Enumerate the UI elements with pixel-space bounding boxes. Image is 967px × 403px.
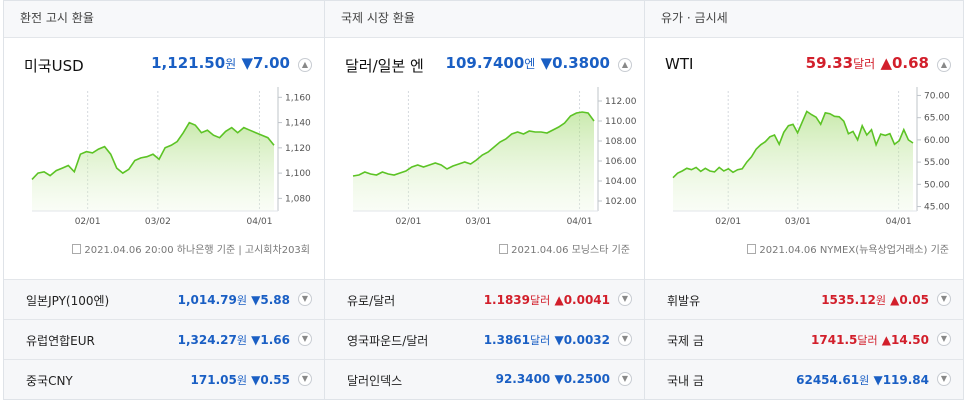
y-tick-label: 45.00 [924, 203, 950, 213]
rate-row-eur[interactable]: 유럽연합EUR 1,324.27원 ▼1.66 ▼ [4, 319, 324, 359]
usdjpy-chart: 02/01 03/01 04/01 112.00 110.00 108.00 106.00 1… [352, 87, 637, 227]
main-rate[interactable]: WTI 59.33달러 ▲0.68 ▲ [665, 53, 951, 79]
main-rate-price: 59.33달러 ▲0.68 [805, 54, 929, 72]
chevron-down-icon[interactable]: ▼ [937, 332, 951, 346]
rate-row-value: 171.05원 ▼0.55 [190, 373, 290, 387]
area-fill [673, 111, 913, 211]
chevron-up-icon[interactable]: ▲ [937, 58, 951, 72]
rate-row-domestic-gold[interactable]: 국내 금 62454.61원 ▼119.84 ▼ [645, 359, 963, 399]
x-tick-label: 04/01 [886, 217, 912, 227]
chevron-down-icon[interactable]: ▼ [937, 292, 951, 306]
y-tick-label: 1,120 [285, 144, 311, 154]
main-rate[interactable]: 달러/일본 엔 109.7400엔 ▼0.3800 ▲ [345, 53, 632, 79]
main-rate-name[interactable]: WTI [665, 55, 694, 73]
panel-title[interactable]: 유가 · 금시세 [645, 1, 963, 38]
y-tick-label: 55.00 [924, 158, 950, 168]
x-tick-label: 02/01 [75, 217, 101, 227]
rate-row-value: 1741.5달러 ▲14.50 [811, 333, 929, 347]
x-tick-label: 02/01 [395, 217, 421, 227]
rate-row-value: 1,014.79원 ▼5.88 [177, 293, 290, 307]
y-tick-label: 110.00 [605, 117, 637, 127]
rate-row-name: 영국파운드/달러 [347, 334, 429, 348]
rate-row-gasoline[interactable]: 휘발유 1535.12원 ▲0.05 ▼ [645, 279, 963, 319]
y-tick-label: 106.00 [605, 157, 637, 167]
y-tick-label: 60.00 [924, 136, 950, 146]
rate-row-gbpusd[interactable]: 영국파운드/달러 1.3861달러 ▼0.0032 ▼ [325, 319, 644, 359]
rate-row-dxy[interactable]: 달러인덱스 92.3400 ▼0.2500 ▼ [325, 359, 644, 399]
y-tick-label: 1,100 [285, 169, 311, 179]
series-line [672, 110, 914, 179]
rate-row-value: 92.3400 ▼0.2500 [495, 372, 610, 386]
chevron-down-icon[interactable]: ▼ [298, 372, 312, 386]
rate-row-name: 유럽연합EUR [26, 334, 95, 348]
chevron-up-icon[interactable]: ▲ [618, 58, 632, 72]
rate-row-cny[interactable]: 중국CNY 171.05원 ▼0.55 ▼ [4, 359, 324, 399]
y-tick-label: 104.00 [605, 177, 637, 187]
main-rate[interactable]: 미국USD 1,121.50원 ▼7.00 ▲ [24, 53, 312, 79]
x-tick-label: 03/01 [785, 217, 811, 227]
y-tick-label: 65.00 [924, 114, 950, 124]
y-tick-label: 70.00 [924, 91, 950, 101]
x-tick-label: 03/02 [145, 217, 171, 227]
intl-market-panel: 국제 시장 환율 달러/일본 엔 109.7400엔 ▼0.3800 ▲ 02/… [324, 0, 645, 400]
usd-chart: 02/01 03/02 04/01 1,160 1,140 1,120 1,100 1,080 [31, 87, 311, 227]
oil-gold-panel: 유가 · 금시세 WTI 59.33달러 ▲0.68 ▲ 02/01 03/01 0… [644, 0, 964, 400]
y-tick-label: 1,160 [285, 93, 311, 103]
y-tick-label: 1,140 [285, 119, 311, 129]
chevron-down-icon[interactable]: ▼ [937, 372, 951, 386]
rate-row-name: 휘발유 [667, 294, 701, 308]
chevron-down-icon[interactable]: ▼ [618, 372, 632, 386]
panel-title[interactable]: 국제 시장 환율 [325, 1, 644, 38]
chevron-down-icon[interactable]: ▼ [618, 332, 632, 346]
rate-row-value: 1,324.27원 ▼1.66 [177, 333, 290, 347]
rate-row-name: 국제 금 [667, 334, 704, 348]
rate-row-eurusd[interactable]: 유로/달러 1.1839달러 ▲0.0041 ▼ [325, 279, 644, 319]
y-tick-label: 1,080 [285, 194, 311, 204]
document-icon [72, 244, 82, 254]
y-tick-label: 108.00 [605, 137, 637, 147]
rate-row-jpy[interactable]: 일본JPY(100엔) 1,014.79원 ▼5.88 ▼ [4, 279, 324, 319]
main-rate-name[interactable]: 달러/일본 엔 [345, 57, 424, 75]
chevron-down-icon[interactable]: ▼ [618, 292, 632, 306]
source-text: 2021.04.06 모닝스타 기준 [499, 241, 630, 256]
x-tick-label: 04/01 [567, 217, 593, 227]
rate-row-name: 중국CNY [26, 374, 73, 388]
x-tick-label: 03/01 [465, 217, 491, 227]
rate-row-value: 1535.12원 ▲0.05 [821, 293, 929, 307]
document-icon [499, 244, 509, 254]
source-text: 2021.04.06 20:00 하나은행 기준 | 고시회차203회 [72, 241, 310, 256]
area-fill [353, 112, 594, 211]
rate-row-value: 62454.61원 ▼119.84 [796, 373, 929, 387]
x-tick-label: 02/01 [715, 217, 741, 227]
exchange-notice-panel: 환전 고시 환율 미국USD 1,121.50원 ▼7.00 ▲ 02/01 03… [3, 0, 325, 400]
source-text: 2021.04.06 NYMEX(뉴욕상업거래소) 기준 [747, 241, 949, 256]
main-rate-price: 109.7400엔 ▼0.3800 [445, 54, 610, 72]
chevron-down-icon[interactable]: ▼ [298, 332, 312, 346]
document-icon [747, 244, 757, 254]
series-line [31, 121, 275, 180]
rate-row-intl-gold[interactable]: 국제 금 1741.5달러 ▲14.50 ▼ [645, 319, 963, 359]
panel-title[interactable]: 환전 고시 환율 [4, 1, 324, 38]
rate-row-value: 1.1839달러 ▲0.0041 [483, 293, 610, 307]
chevron-down-icon[interactable]: ▼ [298, 292, 312, 306]
rate-row-name: 일본JPY(100엔) [26, 294, 110, 308]
series-line [352, 111, 595, 177]
main-rate-name[interactable]: 미국USD [24, 57, 84, 75]
y-tick-label: 112.00 [605, 97, 637, 107]
rate-row-name: 달러인덱스 [347, 374, 403, 388]
x-tick-label: 04/01 [247, 217, 273, 227]
area-fill [32, 122, 274, 211]
wti-chart: 02/01 03/01 04/01 70.00 65.00 60.00 55.00 50.00… [672, 87, 950, 227]
main-rate-price: 1,121.50원 ▼7.00 [151, 54, 290, 72]
chevron-up-icon[interactable]: ▲ [298, 58, 312, 72]
rate-row-name: 유로/달러 [347, 294, 396, 308]
y-tick-label: 50.00 [924, 180, 950, 190]
rate-row-value: 1.3861달러 ▼0.0032 [483, 333, 610, 347]
y-tick-label: 102.00 [605, 197, 637, 207]
rate-row-name: 국내 금 [667, 374, 704, 388]
